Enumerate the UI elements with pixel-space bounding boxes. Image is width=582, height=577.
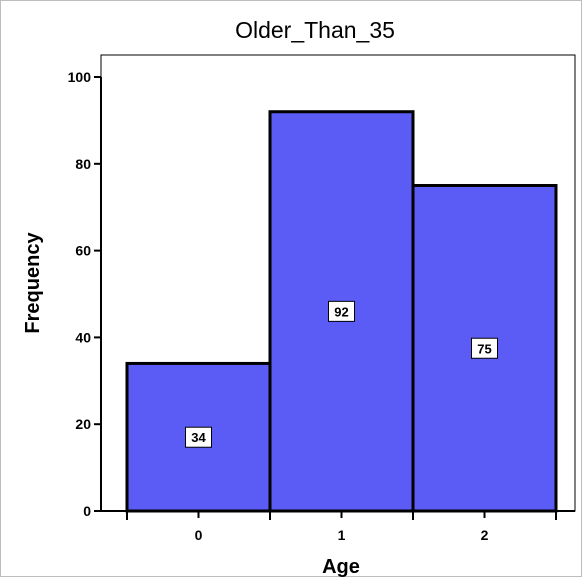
y-tick-label-0: 0: [83, 503, 91, 519]
y-axis: 0 20 40 60 80 100: [68, 69, 102, 519]
data-label-box-0: [185, 426, 212, 448]
x-axis-label: Age: [322, 556, 360, 577]
x-tick-label-0: 0: [195, 527, 203, 543]
data-label-2: 75: [477, 341, 491, 356]
y-tick-label-60: 60: [75, 243, 91, 259]
data-labels: 34 92 75: [185, 300, 498, 448]
x-tick-label-1: 1: [338, 527, 346, 543]
data-label-0: 34: [191, 430, 206, 445]
x-axis: 0 1 2: [101, 510, 575, 543]
data-label-box-2: [471, 337, 498, 359]
y-tick-label-100: 100: [68, 69, 92, 85]
plot-area: 34 92 75: [100, 54, 576, 513]
x-tick-label-2: 2: [481, 527, 489, 543]
y-tick-label-20: 20: [75, 416, 91, 432]
y-tick-label-40: 40: [75, 329, 91, 345]
y-axis-label: Frequency: [22, 232, 44, 334]
data-label-1: 92: [334, 304, 348, 319]
chart-title: Older_Than_35: [235, 17, 395, 43]
data-label-box-1: [328, 300, 355, 322]
y-tick-label-80: 80: [75, 156, 91, 172]
